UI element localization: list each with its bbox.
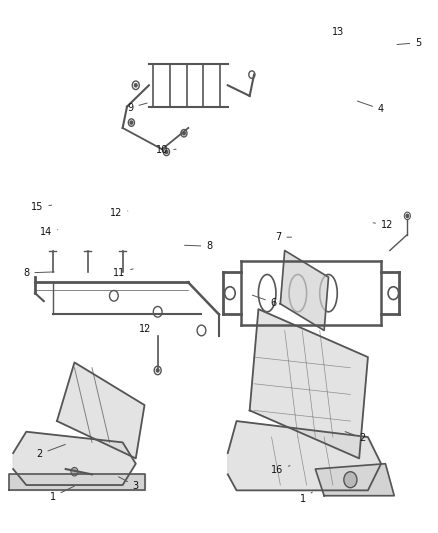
Text: 8: 8: [23, 268, 54, 278]
Circle shape: [156, 369, 159, 372]
Circle shape: [134, 84, 137, 87]
Polygon shape: [315, 464, 394, 496]
Text: 9: 9: [127, 103, 147, 112]
Circle shape: [406, 214, 409, 217]
Text: 12: 12: [139, 325, 152, 334]
Text: 14: 14: [40, 227, 58, 237]
Circle shape: [71, 467, 78, 476]
Text: 11: 11: [113, 268, 133, 278]
Text: 4: 4: [357, 101, 384, 114]
Text: 6: 6: [252, 295, 277, 308]
Text: 12: 12: [373, 220, 393, 230]
Text: 12: 12: [110, 208, 128, 218]
Circle shape: [130, 121, 133, 124]
Text: 7: 7: [275, 232, 292, 242]
Polygon shape: [280, 251, 328, 330]
Polygon shape: [57, 362, 145, 458]
Circle shape: [165, 150, 168, 154]
Text: 10: 10: [156, 146, 176, 155]
Circle shape: [183, 132, 185, 135]
Polygon shape: [9, 474, 145, 490]
Text: 1: 1: [300, 492, 312, 504]
Polygon shape: [250, 309, 368, 458]
Polygon shape: [228, 421, 381, 490]
Text: 13: 13: [332, 27, 344, 37]
Text: 2: 2: [345, 432, 366, 443]
Text: 3: 3: [119, 477, 139, 491]
Text: 5: 5: [397, 38, 421, 47]
Polygon shape: [13, 432, 136, 485]
Circle shape: [344, 472, 357, 488]
Text: 8: 8: [184, 241, 212, 251]
Text: 15: 15: [31, 202, 52, 212]
Text: 16: 16: [271, 465, 290, 475]
Text: 1: 1: [49, 486, 74, 502]
Text: 2: 2: [36, 445, 65, 459]
